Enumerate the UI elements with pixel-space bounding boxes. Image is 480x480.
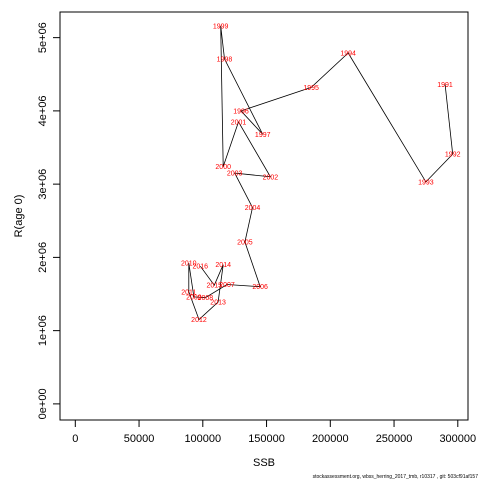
point-label-2000: 2000	[215, 164, 231, 171]
point-label-1997: 1997	[255, 132, 271, 139]
point-label-2006: 2006	[252, 284, 268, 291]
point-label-2010: 2010	[181, 261, 197, 268]
point-labels: 1991 1992 1993 1994 1995 1996 1997 1998 1999 2000…	[181, 23, 461, 324]
x-tick-label: 300000	[439, 433, 476, 445]
footer-credit: stockassessment.org, wbss_herring_2017_t…	[313, 474, 479, 480]
point-label-1998: 1998	[217, 56, 233, 63]
plot-frame	[59, 11, 469, 421]
point-label-2001: 2001	[231, 119, 247, 126]
point-label-2013: 2013	[210, 300, 226, 307]
point-label-1994: 1994	[340, 51, 356, 58]
point-label-1992: 1992	[445, 152, 461, 159]
point-label-2016: 2016	[192, 264, 208, 271]
point-label-2005: 2005	[237, 240, 253, 247]
x-tick-label: 50000	[124, 433, 155, 445]
y-tick-label: 2e+06	[37, 242, 49, 273]
x-tick-label: 100000	[184, 433, 221, 445]
point-label-2015: 2015	[206, 283, 222, 290]
point-label-2003: 2003	[227, 171, 243, 178]
point-label-2014: 2014	[215, 262, 231, 269]
point-label-2009: 2009	[186, 294, 202, 301]
y-tick-label: 0e+00	[37, 388, 49, 419]
point-label-2012: 2012	[191, 317, 207, 324]
point-label-2004: 2004	[245, 205, 261, 212]
point-label-2007: 2007	[219, 282, 235, 289]
y-tick-label: 1e+06	[37, 315, 49, 346]
point-label-2008: 2008	[198, 295, 214, 302]
point-label-1996: 1996	[233, 108, 249, 115]
y-tick-label: 4e+06	[37, 95, 49, 126]
x-tick-label: 150000	[248, 433, 285, 445]
point-label-1999: 1999	[213, 23, 229, 30]
y-axis: 0e+00 1e+06 2e+06 3e+06 4e+06 5e+06	[37, 22, 61, 419]
x-tick-label: 250000	[376, 433, 413, 445]
y-axis-title: R(age 0)	[13, 195, 25, 238]
x-tick-label: 200000	[312, 433, 349, 445]
point-label-2002: 2002	[263, 174, 279, 181]
point-label-1991: 1991	[437, 82, 453, 89]
x-axis: 0 50000 100000 150000 200000 250000 300000	[72, 419, 476, 445]
y-tick-label: 5e+06	[37, 22, 49, 53]
x-tick-label: 0	[72, 433, 78, 445]
series-path	[188, 25, 454, 321]
point-label-1993: 1993	[418, 179, 434, 186]
point-label-2011: 2011	[181, 289, 196, 296]
x-axis-title: SSB	[253, 457, 275, 469]
series-line	[188, 25, 454, 321]
point-label-1995: 1995	[303, 85, 319, 92]
y-tick-label: 3e+06	[37, 169, 49, 200]
